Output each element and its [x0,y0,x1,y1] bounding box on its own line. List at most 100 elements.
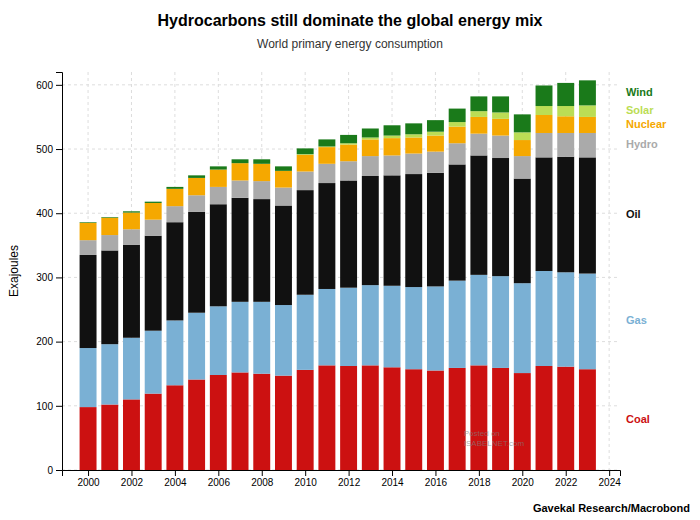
x-tick-label: 2000 [77,477,100,488]
y-tick-mark [56,149,62,150]
subtitle: World primary energy consumption [257,37,443,51]
bar [405,137,422,153]
bar [384,155,401,175]
bar [427,120,444,132]
bar [145,394,162,470]
bar [514,156,531,178]
bar [384,125,401,135]
bar [166,187,183,189]
y-tick-label: 300 [36,272,53,283]
bar [557,367,574,470]
bar [188,379,205,470]
x-tick: 2016 [425,470,448,488]
y-axis-title: Exajoules [7,245,21,297]
bar [427,286,444,370]
bar [275,206,292,306]
x-tick-label: 2024 [599,477,622,488]
bar [297,172,314,191]
bar [492,276,509,368]
series-label: Nuclear [626,118,667,130]
x-tick-label: 2010 [295,477,318,488]
bar [101,218,118,235]
bar [210,170,227,187]
x-tick-label: 2020 [512,477,535,488]
watermark: Posted onISABELNET.com [464,429,525,448]
bar [275,171,292,188]
x-tick: 2000 [77,470,100,488]
bar [232,372,249,470]
bar [449,143,466,164]
series-5 [297,105,596,154]
bar [449,127,466,144]
y-tick-mark [56,277,62,278]
y-tick-mark [56,85,62,86]
bar [384,136,401,139]
grid-line-x [609,72,610,470]
bar [536,115,553,133]
series-6 [80,80,596,223]
bar [362,156,379,176]
y-tick-label: 600 [36,80,53,91]
watermark-line: Posted on [464,429,500,438]
series-label: Oil [626,208,641,220]
bar [405,123,422,134]
y-tick: 500 [36,144,62,155]
bar [579,133,596,157]
bar [188,212,205,313]
bars [80,80,596,470]
bar [232,302,249,373]
x-tick: 2010 [295,470,318,488]
bar [318,139,335,146]
bar [145,331,162,394]
bar [514,179,531,284]
bar [275,166,292,170]
bar [80,348,97,407]
bar [340,180,357,287]
bar [514,132,531,140]
bar [166,222,183,320]
source: Gavekal Research/Macrobond [533,502,690,514]
bar [492,158,509,276]
bar [536,271,553,366]
x-tick-mark [88,470,89,476]
bar [188,178,205,195]
bar [318,183,335,289]
x-tick: 2014 [381,470,404,488]
bar [340,143,357,144]
bar [123,213,140,230]
y-tick-mark [56,213,62,214]
bar [101,405,118,470]
bar [362,139,379,156]
bar [579,157,596,273]
bar [449,281,466,368]
y-tick-label: 400 [36,208,53,219]
x-tick-mark [609,470,610,476]
x-tick-mark [349,470,350,476]
bar [145,203,162,220]
title: Hydrocarbons still dominate the global e… [158,12,543,29]
bar [449,109,466,122]
y-tick: 600 [36,80,62,91]
y-tick-label: 100 [36,401,53,412]
series-label: Solar [626,104,654,116]
y-tick-mark [56,342,62,343]
bar [253,181,270,199]
bar [145,202,162,203]
x-tick: 2022 [555,470,578,488]
bar [405,134,422,137]
series-3 [80,133,596,255]
series-labels: CoalGasOilHydroNuclearSolarWind [626,86,667,425]
bar [253,199,270,302]
x-tick-mark [218,470,219,476]
bar [557,157,574,273]
bar [362,365,379,470]
bar [514,114,531,132]
series-2 [80,155,596,348]
x-axis: 2000200220042006200820102012201420162018… [63,470,622,488]
bar [101,344,118,404]
x-tick: 2004 [164,470,187,488]
bar [470,117,487,134]
bar [557,83,574,106]
bar [101,235,118,250]
x-tick-mark [392,470,393,476]
